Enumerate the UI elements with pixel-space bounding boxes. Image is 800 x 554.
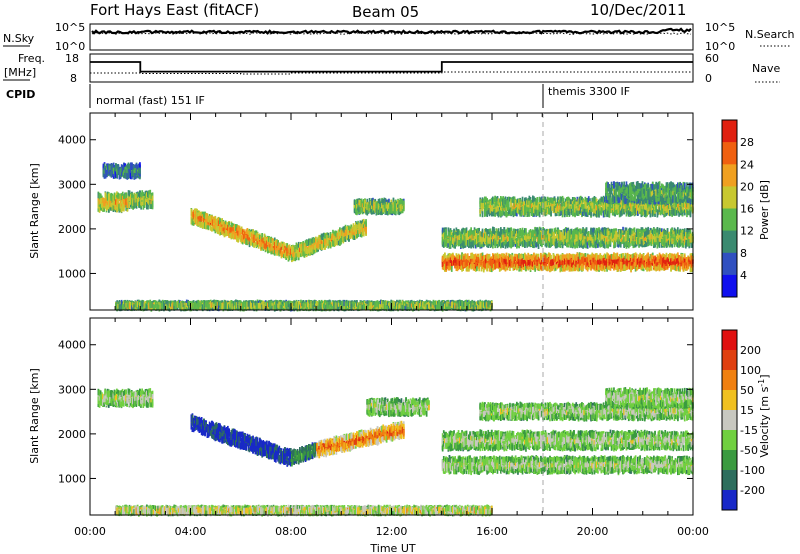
cpid-strip: CPID normal (fast) 151 IF themis 3300 IF	[6, 84, 630, 108]
heatmap-cell	[152, 203, 154, 209]
heatmap-cell	[403, 205, 405, 211]
frequency-strip: Freq. [MHz] 18 8 60 0 Nave	[3, 52, 780, 85]
frequency-trace	[90, 62, 693, 72]
beam-title: Beam 05	[352, 3, 419, 21]
nave-tick-top: 60	[705, 52, 719, 65]
noise-sky-label: N.Sky	[3, 32, 35, 45]
heatmap-cell	[403, 201, 405, 205]
station-title: Fort Hays East (fitACF)	[90, 1, 259, 19]
heatmap-cell	[451, 266, 453, 272]
cpid-label: CPID	[6, 88, 35, 101]
heatmap-cell	[476, 266, 478, 271]
noise-strip: N.Sky 10^5 10^0 10^5 10^0 N.Search	[3, 21, 795, 53]
power-data	[98, 162, 694, 312]
freq-tick-top: 18	[65, 52, 79, 65]
heatmap-cell	[139, 168, 141, 174]
heatmap-cell	[152, 196, 154, 201]
heatmap-cell	[651, 265, 653, 270]
freq-unit-label: [MHz]	[4, 66, 36, 79]
freq-label: Freq.	[18, 52, 45, 65]
cpid-segment-1: normal (fast) 151 IF	[96, 94, 205, 107]
date-title: 10/Dec/2011	[590, 1, 686, 19]
heatmap-cell	[365, 222, 367, 227]
cpid-segment-2: themis 3300 IF	[548, 85, 630, 98]
noise-tick-top-right: 10^5	[705, 21, 735, 34]
freq-tick-bottom: 8	[70, 72, 77, 85]
noise-search-label: N.Search	[745, 28, 795, 41]
nave-tick-bottom: 0	[705, 72, 712, 85]
noise-tick-top-left: 10^5	[55, 21, 85, 34]
heatmap-cell	[365, 227, 367, 234]
heatmap-cell	[445, 229, 447, 234]
nave-label: Nave	[752, 62, 780, 75]
